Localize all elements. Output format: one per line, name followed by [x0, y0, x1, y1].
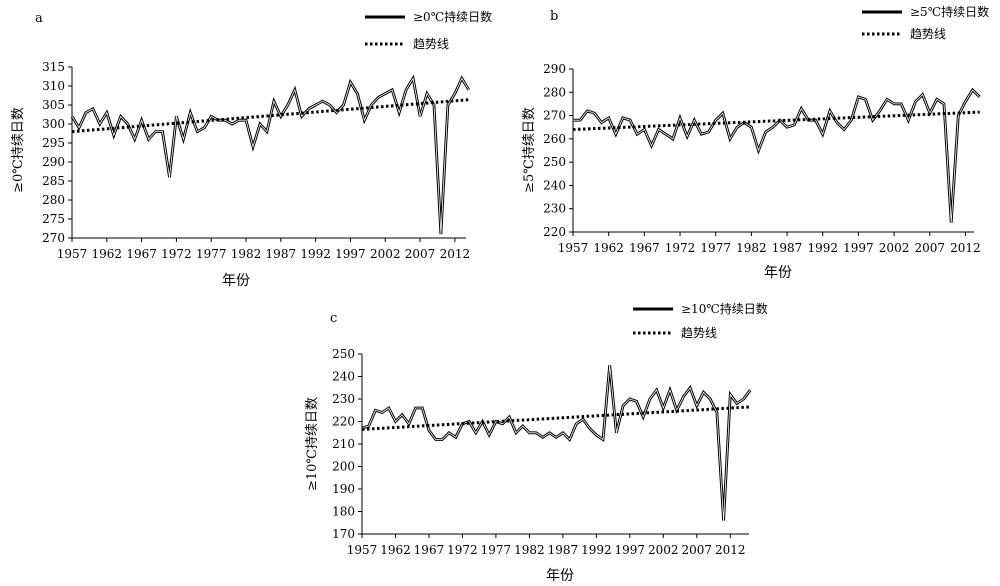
- x-tick-label: 1967: [126, 247, 157, 261]
- x-tick-label: 1987: [772, 241, 803, 255]
- series-line-b: [573, 87, 981, 223]
- y-tick-label: 260: [543, 132, 566, 146]
- legend-label: 趋势线: [413, 37, 449, 51]
- x-tick-label: 1962: [593, 241, 624, 255]
- series-line-a: [70, 74, 470, 235]
- x-tick-label: 1977: [196, 247, 227, 261]
- y-tick-label: 275: [42, 212, 65, 226]
- trend-line-c: [361, 405, 751, 431]
- x-tick-label: 1967: [414, 543, 445, 557]
- x-tick-label: 2007: [914, 241, 945, 255]
- x-tick-label: 1987: [266, 247, 297, 261]
- y-tick-label: 270: [543, 109, 566, 123]
- x-tick-label: 1957: [347, 543, 378, 557]
- x-tick-label: 1957: [57, 247, 88, 261]
- x-tick-label: 1997: [843, 241, 874, 255]
- y-tick-label: 210: [332, 437, 355, 451]
- x-tick-label: 2007: [405, 247, 436, 261]
- series-line-highlight: [361, 365, 751, 521]
- y-tick-label: 280: [42, 193, 65, 207]
- y-axis-title: ≥10℃持续日数: [305, 397, 320, 491]
- series-line-c: [361, 365, 752, 521]
- trend-line-b: [572, 110, 980, 131]
- x-axis-title: 年份: [764, 265, 792, 281]
- x-tick-label: 1992: [807, 241, 838, 255]
- series-line-highlight: [573, 89, 980, 223]
- y-tick-label: 240: [332, 370, 355, 384]
- y-tick-label: 170: [332, 527, 355, 541]
- y-tick-label: 230: [332, 392, 355, 406]
- x-tick-label: 2012: [440, 247, 471, 261]
- x-tick-label: 2012: [715, 543, 746, 557]
- y-tick-label: 240: [543, 178, 566, 192]
- y-tick-label: 250: [332, 347, 355, 361]
- x-tick-label: 1972: [665, 241, 696, 255]
- y-tick-label: 270: [42, 231, 65, 245]
- x-tick-label: 2002: [370, 247, 401, 261]
- y-tick-label: 220: [543, 225, 566, 239]
- x-axis-title: 年份: [222, 273, 250, 289]
- legend-label: 趋势线: [681, 326, 717, 340]
- x-tick-label: 1972: [161, 247, 192, 261]
- x-tick-label: 1957: [558, 241, 589, 255]
- x-tick-label: 2012: [950, 241, 981, 255]
- x-tick-label: 2002: [879, 241, 910, 255]
- x-tick-label: 1962: [380, 543, 411, 557]
- y-tick-label: 315: [42, 60, 65, 74]
- panel-label-a: a: [35, 11, 43, 26]
- legend-label: ≥5℃持续日数: [910, 4, 989, 19]
- y-tick-label: 220: [332, 415, 355, 429]
- y-tick-label: 180: [332, 505, 355, 519]
- x-tick-label: 1992: [581, 543, 612, 557]
- y-tick-label: 290: [543, 62, 566, 76]
- x-tick-label: 1982: [231, 247, 262, 261]
- x-tick-label: 1987: [548, 543, 579, 557]
- x-tick-label: 1997: [335, 247, 366, 261]
- y-axis-title: ≥5℃持续日数: [522, 107, 537, 193]
- x-tick-label: 1977: [481, 543, 512, 557]
- x-axis-title: 年份: [546, 568, 574, 584]
- y-tick-label: 190: [332, 482, 355, 496]
- x-tick-label: 1972: [447, 543, 478, 557]
- legend-label: 趋势线: [910, 27, 946, 41]
- y-tick-label: 230: [543, 202, 566, 216]
- panel-label-b: b: [550, 9, 558, 24]
- y-axis-title: ≥0℃持续日数: [11, 107, 26, 193]
- y-tick-label: 280: [543, 85, 566, 99]
- y-tick-label: 300: [42, 117, 65, 131]
- y-tick-label: 310: [42, 79, 65, 93]
- x-tick-label: 1982: [514, 543, 545, 557]
- y-tick-label: 290: [42, 155, 65, 169]
- y-tick-label: 295: [42, 136, 65, 150]
- legend-label: ≥0℃持续日数: [413, 9, 492, 24]
- trend-line-a: [71, 98, 469, 134]
- y-tick-label: 250: [543, 155, 566, 169]
- series-line-highlight: [71, 77, 470, 235]
- x-tick-label: 1997: [615, 543, 646, 557]
- x-tick-label: 2002: [648, 543, 679, 557]
- x-tick-label: 1992: [300, 247, 331, 261]
- panel-label-c: c: [330, 311, 337, 326]
- x-tick-label: 1982: [736, 241, 767, 255]
- legend-label: ≥10℃持续日数: [681, 301, 768, 316]
- x-tick-label: 1962: [92, 247, 123, 261]
- y-tick-label: 305: [42, 98, 65, 112]
- y-tick-label: 200: [332, 460, 355, 474]
- y-tick-label: 285: [42, 174, 65, 188]
- x-tick-label: 2007: [682, 543, 713, 557]
- x-tick-label: 1967: [629, 241, 660, 255]
- x-tick-label: 1977: [700, 241, 731, 255]
